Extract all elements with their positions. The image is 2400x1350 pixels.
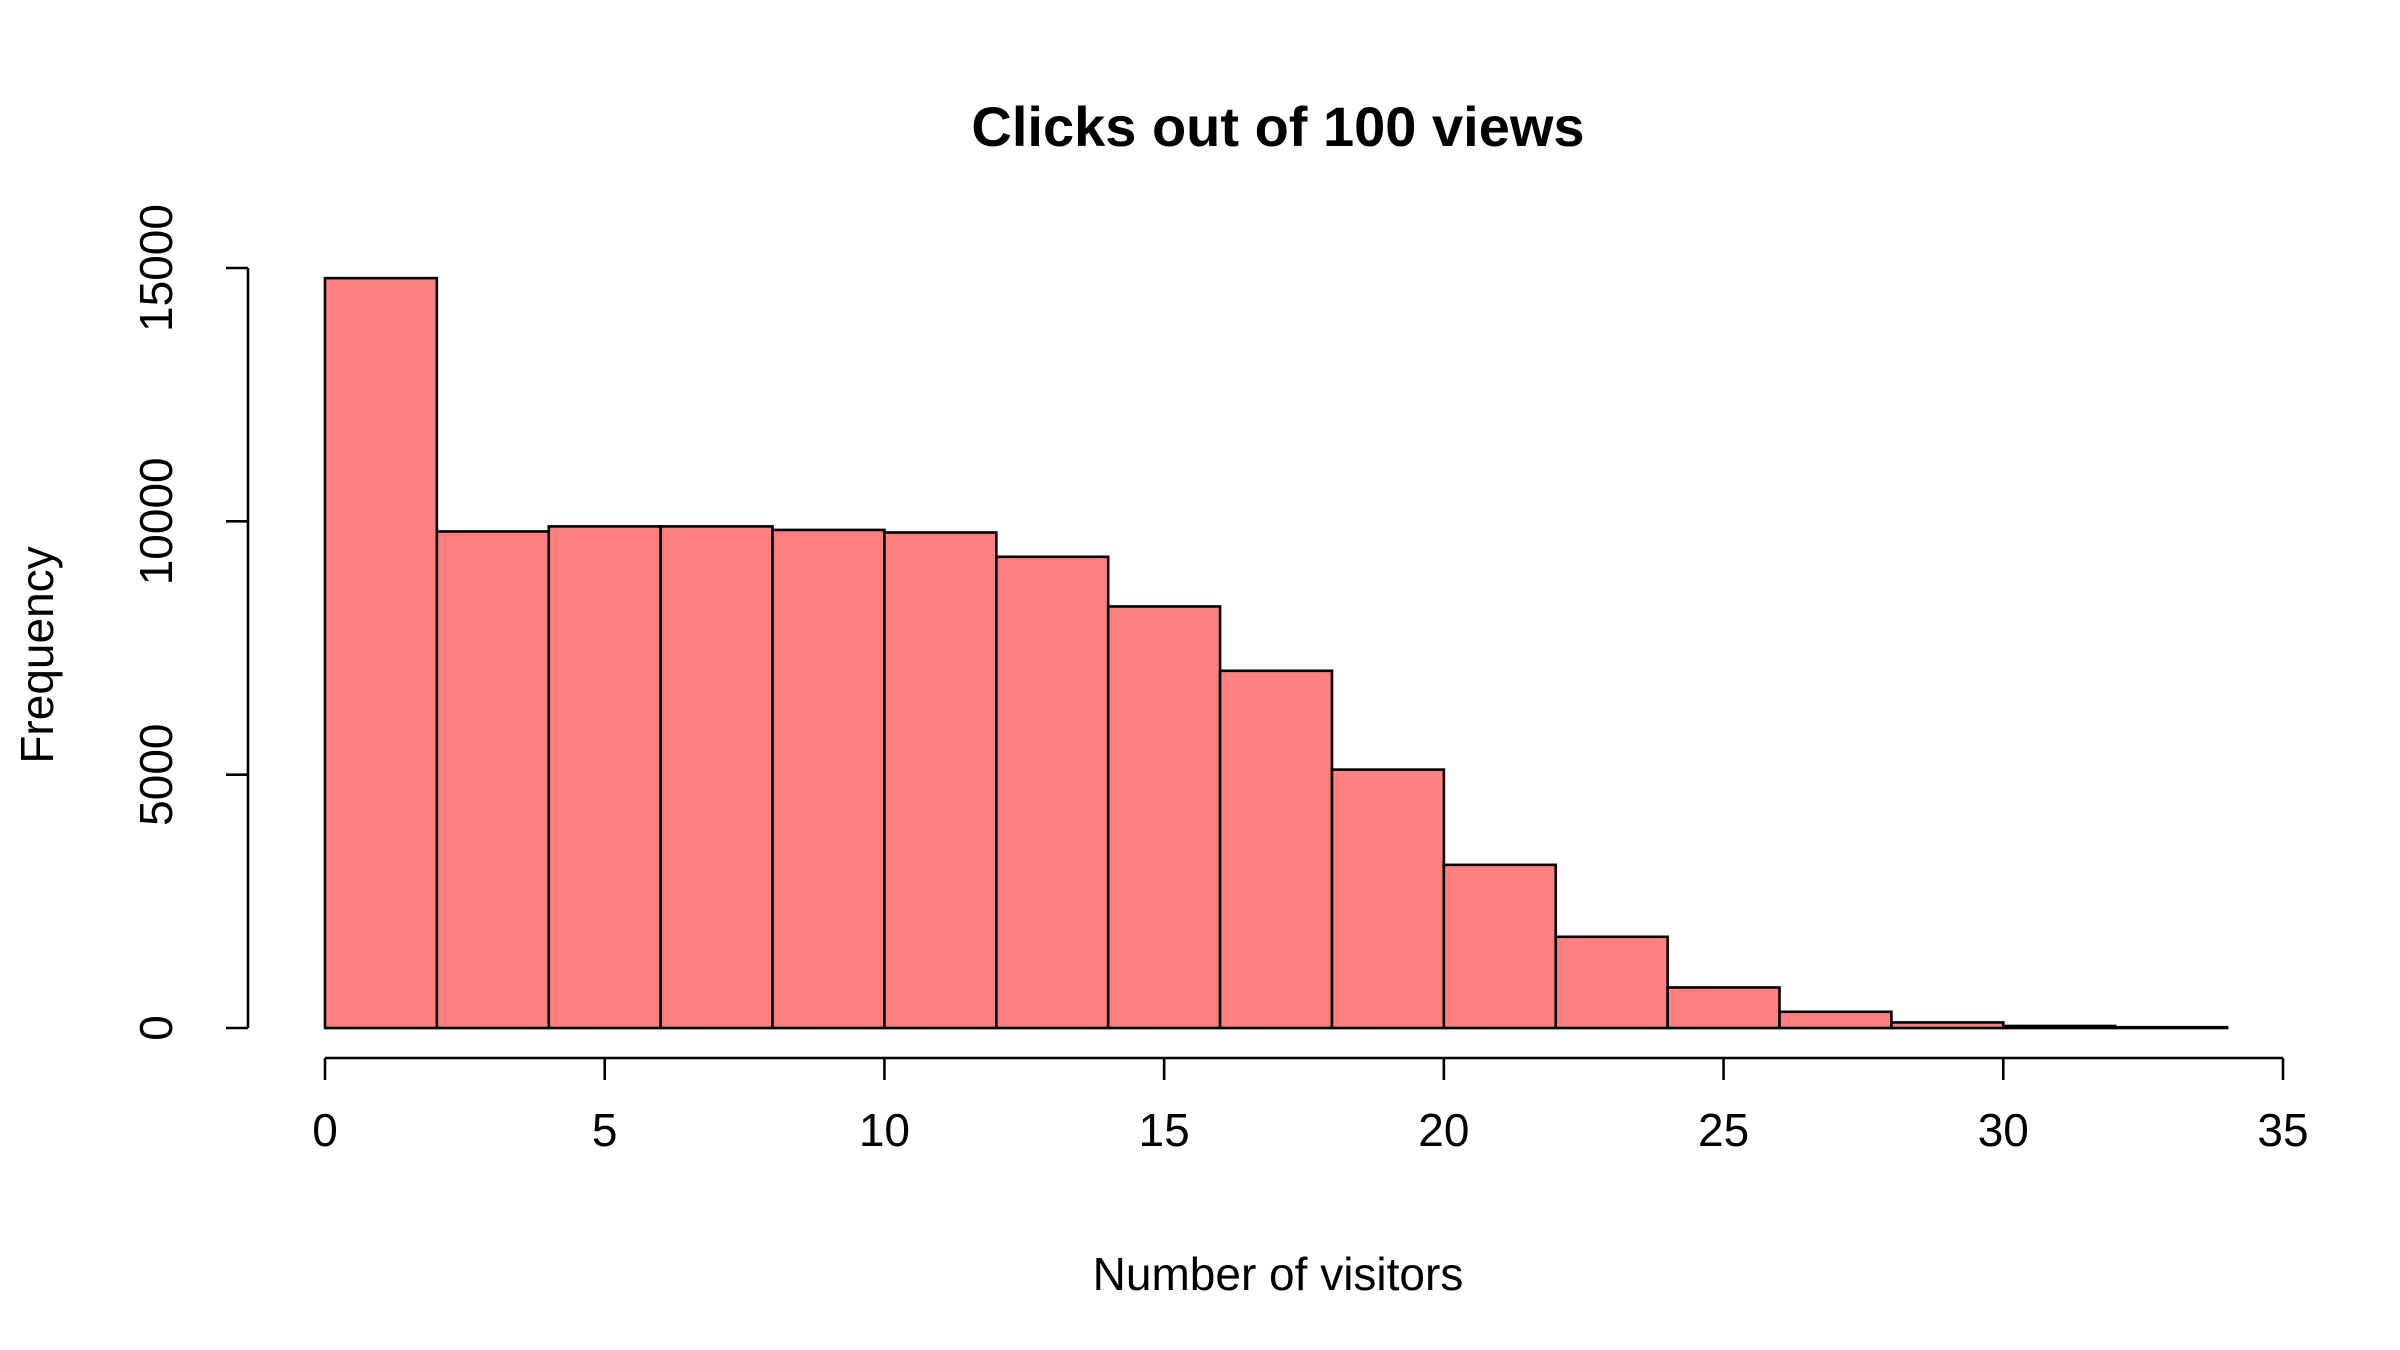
x-tick-label: 5 bbox=[592, 1104, 618, 1156]
y-tick-label: 15000 bbox=[130, 204, 182, 332]
y-tick-label: 5000 bbox=[130, 723, 182, 825]
x-tick-label: 35 bbox=[2257, 1104, 2308, 1156]
histogram-bar bbox=[2113, 1025, 2229, 1030]
x-axis: 0 5 10 15 20 25 30 35 bbox=[312, 1056, 2309, 1156]
histogram-bar bbox=[1330, 768, 1446, 1030]
x-axis-title: Number of visitors bbox=[1093, 1248, 1464, 1300]
histogram-bar bbox=[1218, 669, 1334, 1030]
histogram-bar bbox=[771, 528, 886, 1030]
x-tick-label: 20 bbox=[1418, 1104, 1469, 1156]
histogram-bar bbox=[659, 525, 774, 1030]
histogram-bar bbox=[323, 276, 439, 1030]
y-tick-label: 10000 bbox=[130, 457, 182, 585]
x-tick-label: 25 bbox=[1698, 1104, 1749, 1156]
x-tick-label: 10 bbox=[859, 1104, 910, 1156]
x-tick-label: 15 bbox=[1139, 1104, 1190, 1156]
histogram-bar bbox=[1554, 935, 1669, 1030]
histogram-bar bbox=[1890, 1021, 2005, 1030]
y-axis-title: Frequency bbox=[11, 546, 63, 763]
y-axis: 0 5000 10000 15000 bbox=[130, 204, 250, 1041]
histogram-bar bbox=[1666, 986, 1781, 1030]
histogram-bar bbox=[883, 531, 998, 1030]
chart-title: Clicks out of 100 views bbox=[971, 95, 1584, 158]
histogram-bar bbox=[995, 555, 1110, 1030]
y-tick-label: 0 bbox=[130, 1015, 182, 1041]
histogram-bar bbox=[435, 530, 551, 1030]
histogram-bars bbox=[323, 276, 2229, 1030]
histogram-bar bbox=[2001, 1024, 2117, 1030]
histogram-bar bbox=[1778, 1010, 1893, 1030]
histogram-bar bbox=[547, 525, 662, 1030]
x-tick-label: 30 bbox=[1978, 1104, 2029, 1156]
x-tick-label: 0 bbox=[312, 1104, 338, 1156]
histogram-bar bbox=[1442, 863, 1558, 1030]
histogram-bar bbox=[1106, 605, 1222, 1030]
